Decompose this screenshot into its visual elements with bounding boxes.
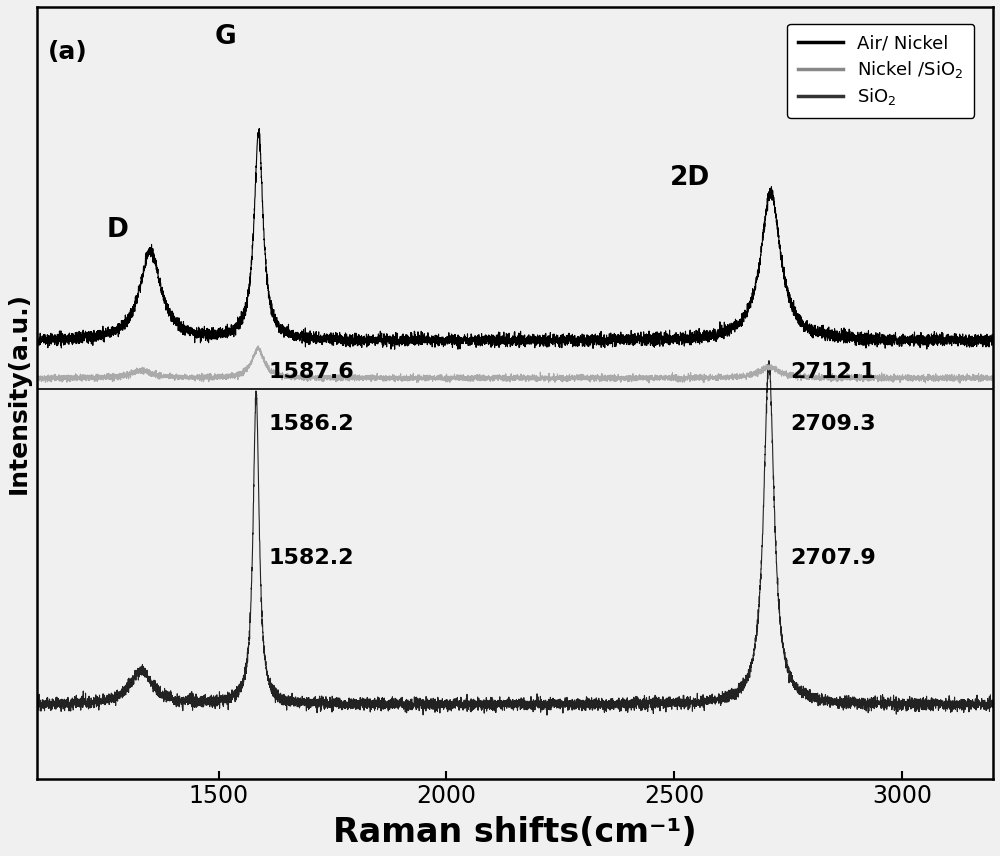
X-axis label: Raman shifts(cm⁻¹): Raman shifts(cm⁻¹) — [333, 816, 697, 849]
Legend: Air/ Nickel, Nickel /SiO$_2$, SiO$_2$: Air/ Nickel, Nickel /SiO$_2$, SiO$_2$ — [787, 24, 974, 118]
Text: D: D — [107, 217, 129, 243]
Text: 1582.2: 1582.2 — [269, 548, 354, 568]
Text: 2709.3: 2709.3 — [790, 414, 876, 434]
Text: 1587.6: 1587.6 — [269, 362, 355, 382]
Text: G: G — [214, 24, 236, 50]
Text: 2712.1: 2712.1 — [790, 362, 876, 382]
Text: (a): (a) — [48, 40, 88, 64]
Text: 2707.9: 2707.9 — [790, 548, 876, 568]
Y-axis label: Intensity(a.u.): Intensity(a.u.) — [7, 292, 31, 494]
Text: 1586.2: 1586.2 — [269, 414, 354, 434]
Text: 2D: 2D — [670, 165, 710, 191]
